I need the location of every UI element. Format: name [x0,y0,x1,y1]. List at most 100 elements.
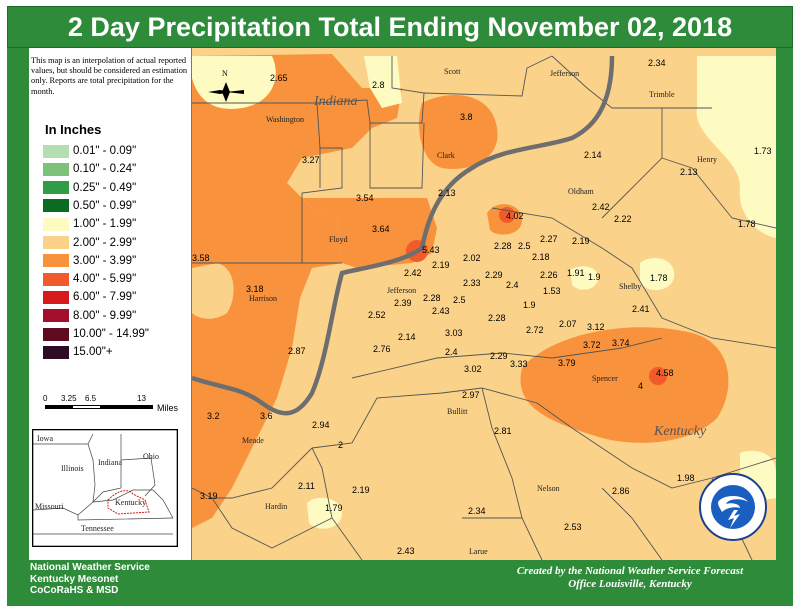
legend-label: 0.25" - 0.49" [73,181,137,194]
precip-value-label: 4.02 [506,211,524,221]
legend-item: 2.00" - 2.99" [43,236,136,250]
precip-value-label: 2.8 [372,80,385,90]
precip-value-label: 2.33 [463,278,481,288]
legend-label: 0.01" - 0.09" [73,145,137,157]
precip-value-label: 1.91 [567,268,585,278]
precip-value-label: 2.81 [494,426,512,436]
footer-credits-left: National Weather Service Kentucky Mesone… [30,562,150,597]
precip-value-label: 2.28 [488,313,506,323]
footer-line: Created by the National Weather Service … [516,565,744,577]
zone-3-4-floyd [302,198,437,268]
legend-swatch [43,254,69,268]
scale-tick: 0 [43,394,48,403]
legend-item: 15.00"+ [43,345,113,359]
precip-value-label: 2.42 [592,202,610,212]
precip-value-label: 2.72 [526,325,544,335]
precip-value-label: 2.29 [485,270,503,280]
county-scott: Scott [444,67,461,76]
ohio-river [192,55,615,416]
zone-1-2-shelby [640,258,675,290]
left-border [7,48,29,560]
legend-swatch [43,345,69,359]
inset-label-ohio: Ohio [143,452,159,461]
precip-value-label: 2.86 [612,486,630,496]
precip-value-label: 1.78 [650,273,668,283]
precip-value-label: 2.28 [494,241,512,251]
inset-label-indiana: Indiana [98,458,122,467]
legend-swatch [43,217,69,231]
state-label-kentucky: Kentucky [653,424,707,439]
precip-value-label: 2.14 [584,150,602,160]
footer-line: National Weather Service [30,562,150,573]
legend-item: 0.25" - 0.49" [43,181,136,195]
precip-value-label: 2.13 [438,188,456,198]
county-oldham: Oldham [568,187,595,196]
scale-seg [100,406,152,408]
inset-label-iowa: Iowa [37,434,53,443]
precip-map: Indiana Kentucky N Scott Jefferson Trimb… [192,48,776,560]
precip-value-label: 2 [338,440,343,450]
precip-value-label: 2.13 [680,167,698,177]
legend-item: 4.00" - 5.99" [43,272,136,286]
precip-value-label: 2.53 [564,522,582,532]
precip-value-label: 2.65 [270,73,288,83]
county-larue: Larue [469,547,488,556]
legend-panel: This map is an interpolation of actual r… [29,48,192,560]
precip-value-label: 3.27 [302,155,320,165]
legend-item: 0.01" - 0.09" [43,144,136,158]
legend-item: 0.50" - 0.99" [43,199,136,213]
north-arrow-icon: N [208,69,244,102]
legend-item: 3.00" - 3.99" [43,254,136,268]
precip-value-label: 2.39 [394,298,412,308]
precip-value-label: 3.18 [246,284,264,294]
scale-bar-graphic [45,405,153,409]
precip-value-label: 2.34 [648,58,666,68]
inset-label-kentucky: Kentucky [115,498,147,507]
inset-label-illinois: Illinois [61,464,84,473]
precip-value-label: 2.11 [298,481,315,491]
precip-value-label: 2.27 [540,234,558,244]
zone-4-6-spot [649,367,667,385]
footer-bar [7,560,793,606]
precip-value-label: 3.19 [200,491,218,501]
legend-swatch [43,199,69,213]
county-harrison: Harrison [249,294,277,303]
zone-3-4-west [192,54,402,528]
zone-2-3-sw [192,263,234,319]
precip-value-label: 2.19 [572,236,590,246]
map-title: 2 Day Precipitation Total Ending Novembe… [7,6,793,48]
precip-value-label: 1.9 [523,300,536,310]
precip-value-label: 1.9 [588,272,601,282]
legend-label: 0.50" - 0.99" [73,199,137,212]
precip-value-label: 2.26 [540,270,558,280]
precip-value-label: 1.78 [738,219,756,229]
precip-value-label: 3.02 [464,364,482,374]
zone-1-2-nw [192,56,276,109]
precip-value-label: 2.4 [506,280,519,290]
legend-label: 2.00" - 2.99" [73,236,137,249]
precip-value-label: 3.03 [445,328,463,338]
county-meade: Meade [242,436,264,445]
precip-value-label: 5.43 [422,245,440,255]
scale-tick: 13 [137,394,146,403]
zone-3-4-clark [418,95,498,169]
precip-value-label: 3.6 [260,411,273,421]
footer-line: Kentucky Mesonet [30,573,119,585]
precip-value-label: 3.72 [583,340,601,350]
zone-1-2-scott [364,56,402,108]
precip-value-label: 1.98 [677,473,695,483]
value-labels: 2.65 2.8 2.34 3.8 2.14 1.73 3.27 2.13 3.54 2.13 2.… [192,58,772,556]
legend-label: 4.00" - 5.99" [73,273,137,286]
precip-value-label: 2.4 [445,347,458,357]
scale-unit: Miles [157,403,179,413]
precip-value-label: 2.19 [352,485,370,495]
scale-bar: 0 3.25 6.5 13 Miles [43,394,193,424]
precip-value-label: 2.5 [518,241,531,251]
precip-value-label: 3.54 [356,193,374,203]
precip-value-label: 2.14 [398,332,416,342]
legend-label: 0.10" - 0.24" [73,163,137,176]
county-floyd: Floyd [329,235,348,244]
zone-3-4-spencer [520,327,729,443]
county-trimble: Trimble [649,90,675,99]
